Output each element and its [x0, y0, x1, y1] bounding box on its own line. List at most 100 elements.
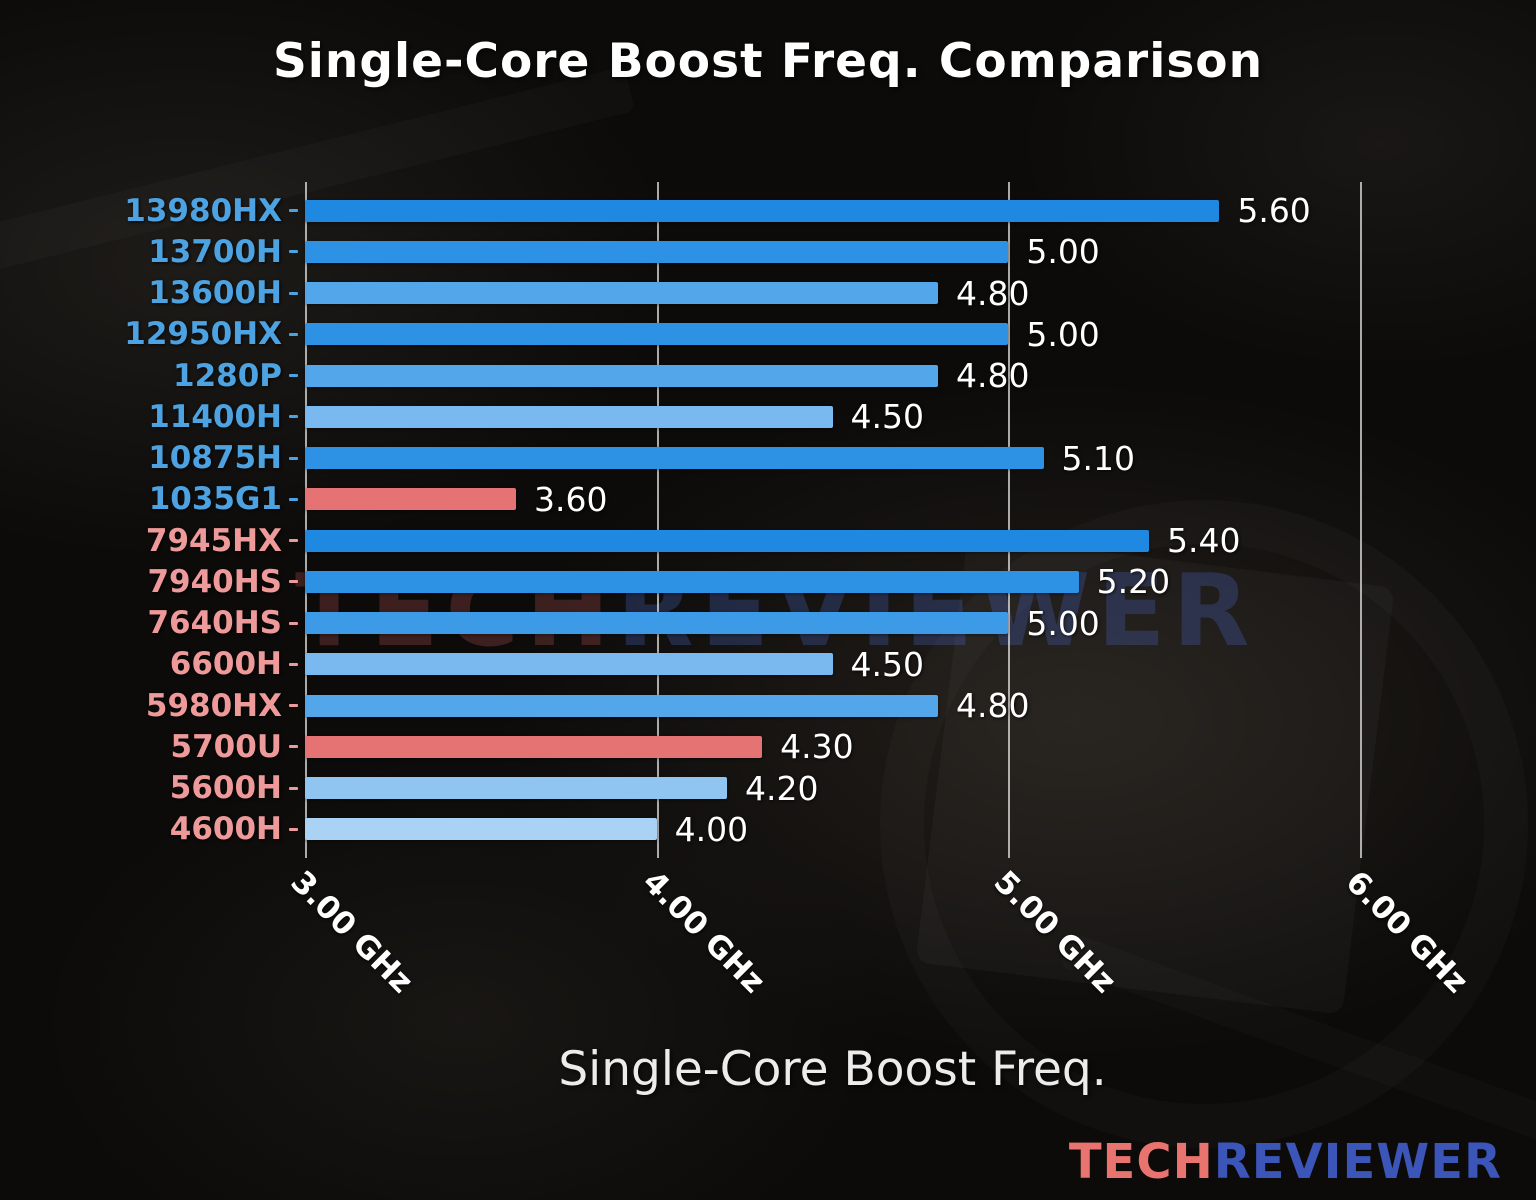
value-label: 5.00: [1026, 232, 1100, 272]
bar: [305, 694, 938, 717]
y-tick: [289, 662, 298, 666]
y-tick: [289, 209, 298, 213]
bar-row: 5.10: [305, 438, 1360, 479]
category-label: 13600H: [148, 275, 282, 312]
y-label-row: 7940HS: [0, 561, 298, 602]
bar-row: 4.00: [305, 809, 1360, 850]
bar-row: 5.60: [305, 190, 1360, 231]
bar-row: 5.00: [305, 231, 1360, 272]
y-tick: [289, 539, 298, 543]
value-label: 5.40: [1167, 521, 1241, 561]
y-label-row: 12950HX: [0, 314, 298, 355]
bar-row: 4.50: [305, 644, 1360, 685]
y-label-row: 5700U: [0, 726, 298, 767]
value-label: 4.50: [850, 644, 924, 684]
bar: [305, 612, 1009, 635]
category-label: 5600H: [169, 770, 282, 807]
value-label: 4.80: [956, 686, 1030, 726]
category-label: 13980HX: [124, 192, 282, 229]
y-tick: [289, 745, 298, 749]
gridline: [1008, 182, 1011, 858]
y-label-row: 13700H: [0, 231, 298, 272]
bar: [305, 529, 1149, 552]
value-label: 5.20: [1096, 562, 1171, 602]
brand-logo-tech: TECH: [1068, 1134, 1214, 1190]
category-label: 5980HX: [145, 687, 282, 724]
category-label: 10875H: [148, 440, 282, 477]
y-tick: [289, 291, 298, 295]
gridline: [305, 182, 307, 858]
chart-title: Single-Core Boost Freq. Comparison: [272, 34, 1264, 89]
category-label: 12950HX: [124, 316, 282, 353]
y-tick: [289, 786, 298, 790]
category-label: 1035G1: [148, 481, 282, 518]
value-label: 5.60: [1237, 191, 1311, 231]
bar: [305, 488, 516, 511]
bar-row: 5.00: [305, 603, 1360, 644]
y-label-row: 6600H: [0, 644, 298, 685]
y-label-row: 1035G1: [0, 479, 298, 520]
y-label-row: 11400H: [0, 396, 298, 437]
bar-row: 5.40: [305, 520, 1360, 561]
value-label: 4.50: [850, 397, 924, 437]
category-label: 7940HS: [147, 563, 282, 600]
y-label-row: 13600H: [0, 273, 298, 314]
y-label-row: 1280P: [0, 355, 298, 396]
bar-row: 4.50: [305, 396, 1360, 437]
y-label-row: 7640HS: [0, 603, 298, 644]
y-tick: [289, 621, 298, 625]
category-label: 7945HX: [145, 522, 282, 559]
value-label: 4.20: [745, 768, 819, 808]
category-label: 1280P: [173, 357, 282, 394]
bar: [305, 777, 727, 800]
bar-row: 4.30: [305, 726, 1360, 767]
value-label: 4.30: [780, 727, 854, 767]
y-label-row: 5600H: [0, 768, 298, 809]
bar: [305, 199, 1220, 222]
y-tick: [289, 374, 298, 378]
bar-row: 4.80: [305, 685, 1360, 726]
y-tick: [289, 332, 298, 336]
bar-row: 4.80: [305, 273, 1360, 314]
y-tick: [289, 827, 298, 831]
bar-row: 3.60: [305, 479, 1360, 520]
bar: [305, 405, 833, 428]
gridline: [656, 182, 659, 858]
y-label-row: 10875H: [0, 438, 298, 479]
value-label: 5.10: [1061, 438, 1135, 478]
bar: [305, 447, 1044, 470]
category-label: 5700U: [170, 728, 282, 765]
y-tick: [289, 456, 298, 460]
y-label-row: 7945HX: [0, 520, 298, 561]
y-label-row: 4600H: [0, 809, 298, 850]
bar-row: 5.00: [305, 314, 1360, 355]
value-label: 5.00: [1026, 603, 1100, 643]
bar-rows: 5.60 5.00 4.80 5.00 4.80 4.50 5.10 3.60 5.40 5.20…: [305, 190, 1360, 850]
value-label: 4.80: [956, 356, 1030, 396]
bar: [305, 364, 938, 387]
y-tick: [289, 250, 298, 254]
x-tick-label: 3.00 GHz: [283, 864, 420, 1001]
bar: [305, 323, 1009, 346]
y-tick: [289, 415, 298, 419]
value-label: 4.80: [956, 273, 1030, 313]
bar: [305, 240, 1009, 263]
y-label-row: 5980HX: [0, 685, 298, 726]
y-tick: [289, 704, 298, 708]
bar: [305, 570, 1079, 593]
x-tick-label: 4.00 GHz: [635, 864, 772, 1001]
bar: [305, 282, 938, 305]
value-label: 4.00: [674, 809, 749, 849]
category-label: 11400H: [148, 398, 282, 435]
y-label-row: 13980HX: [0, 190, 298, 231]
y-tick: [289, 580, 298, 584]
bar-row: 4.80: [305, 355, 1360, 396]
y-tick: [289, 497, 298, 501]
value-label: 3.60: [534, 479, 608, 519]
bar-row: 5.20: [305, 561, 1360, 602]
value-label: 5.00: [1026, 314, 1100, 354]
plot-area: 5.60 5.00 4.80 5.00 4.80 4.50 5.10 3.60 5.40 5.20…: [305, 182, 1362, 858]
category-label: 6600H: [169, 646, 282, 683]
bar: [305, 735, 763, 758]
